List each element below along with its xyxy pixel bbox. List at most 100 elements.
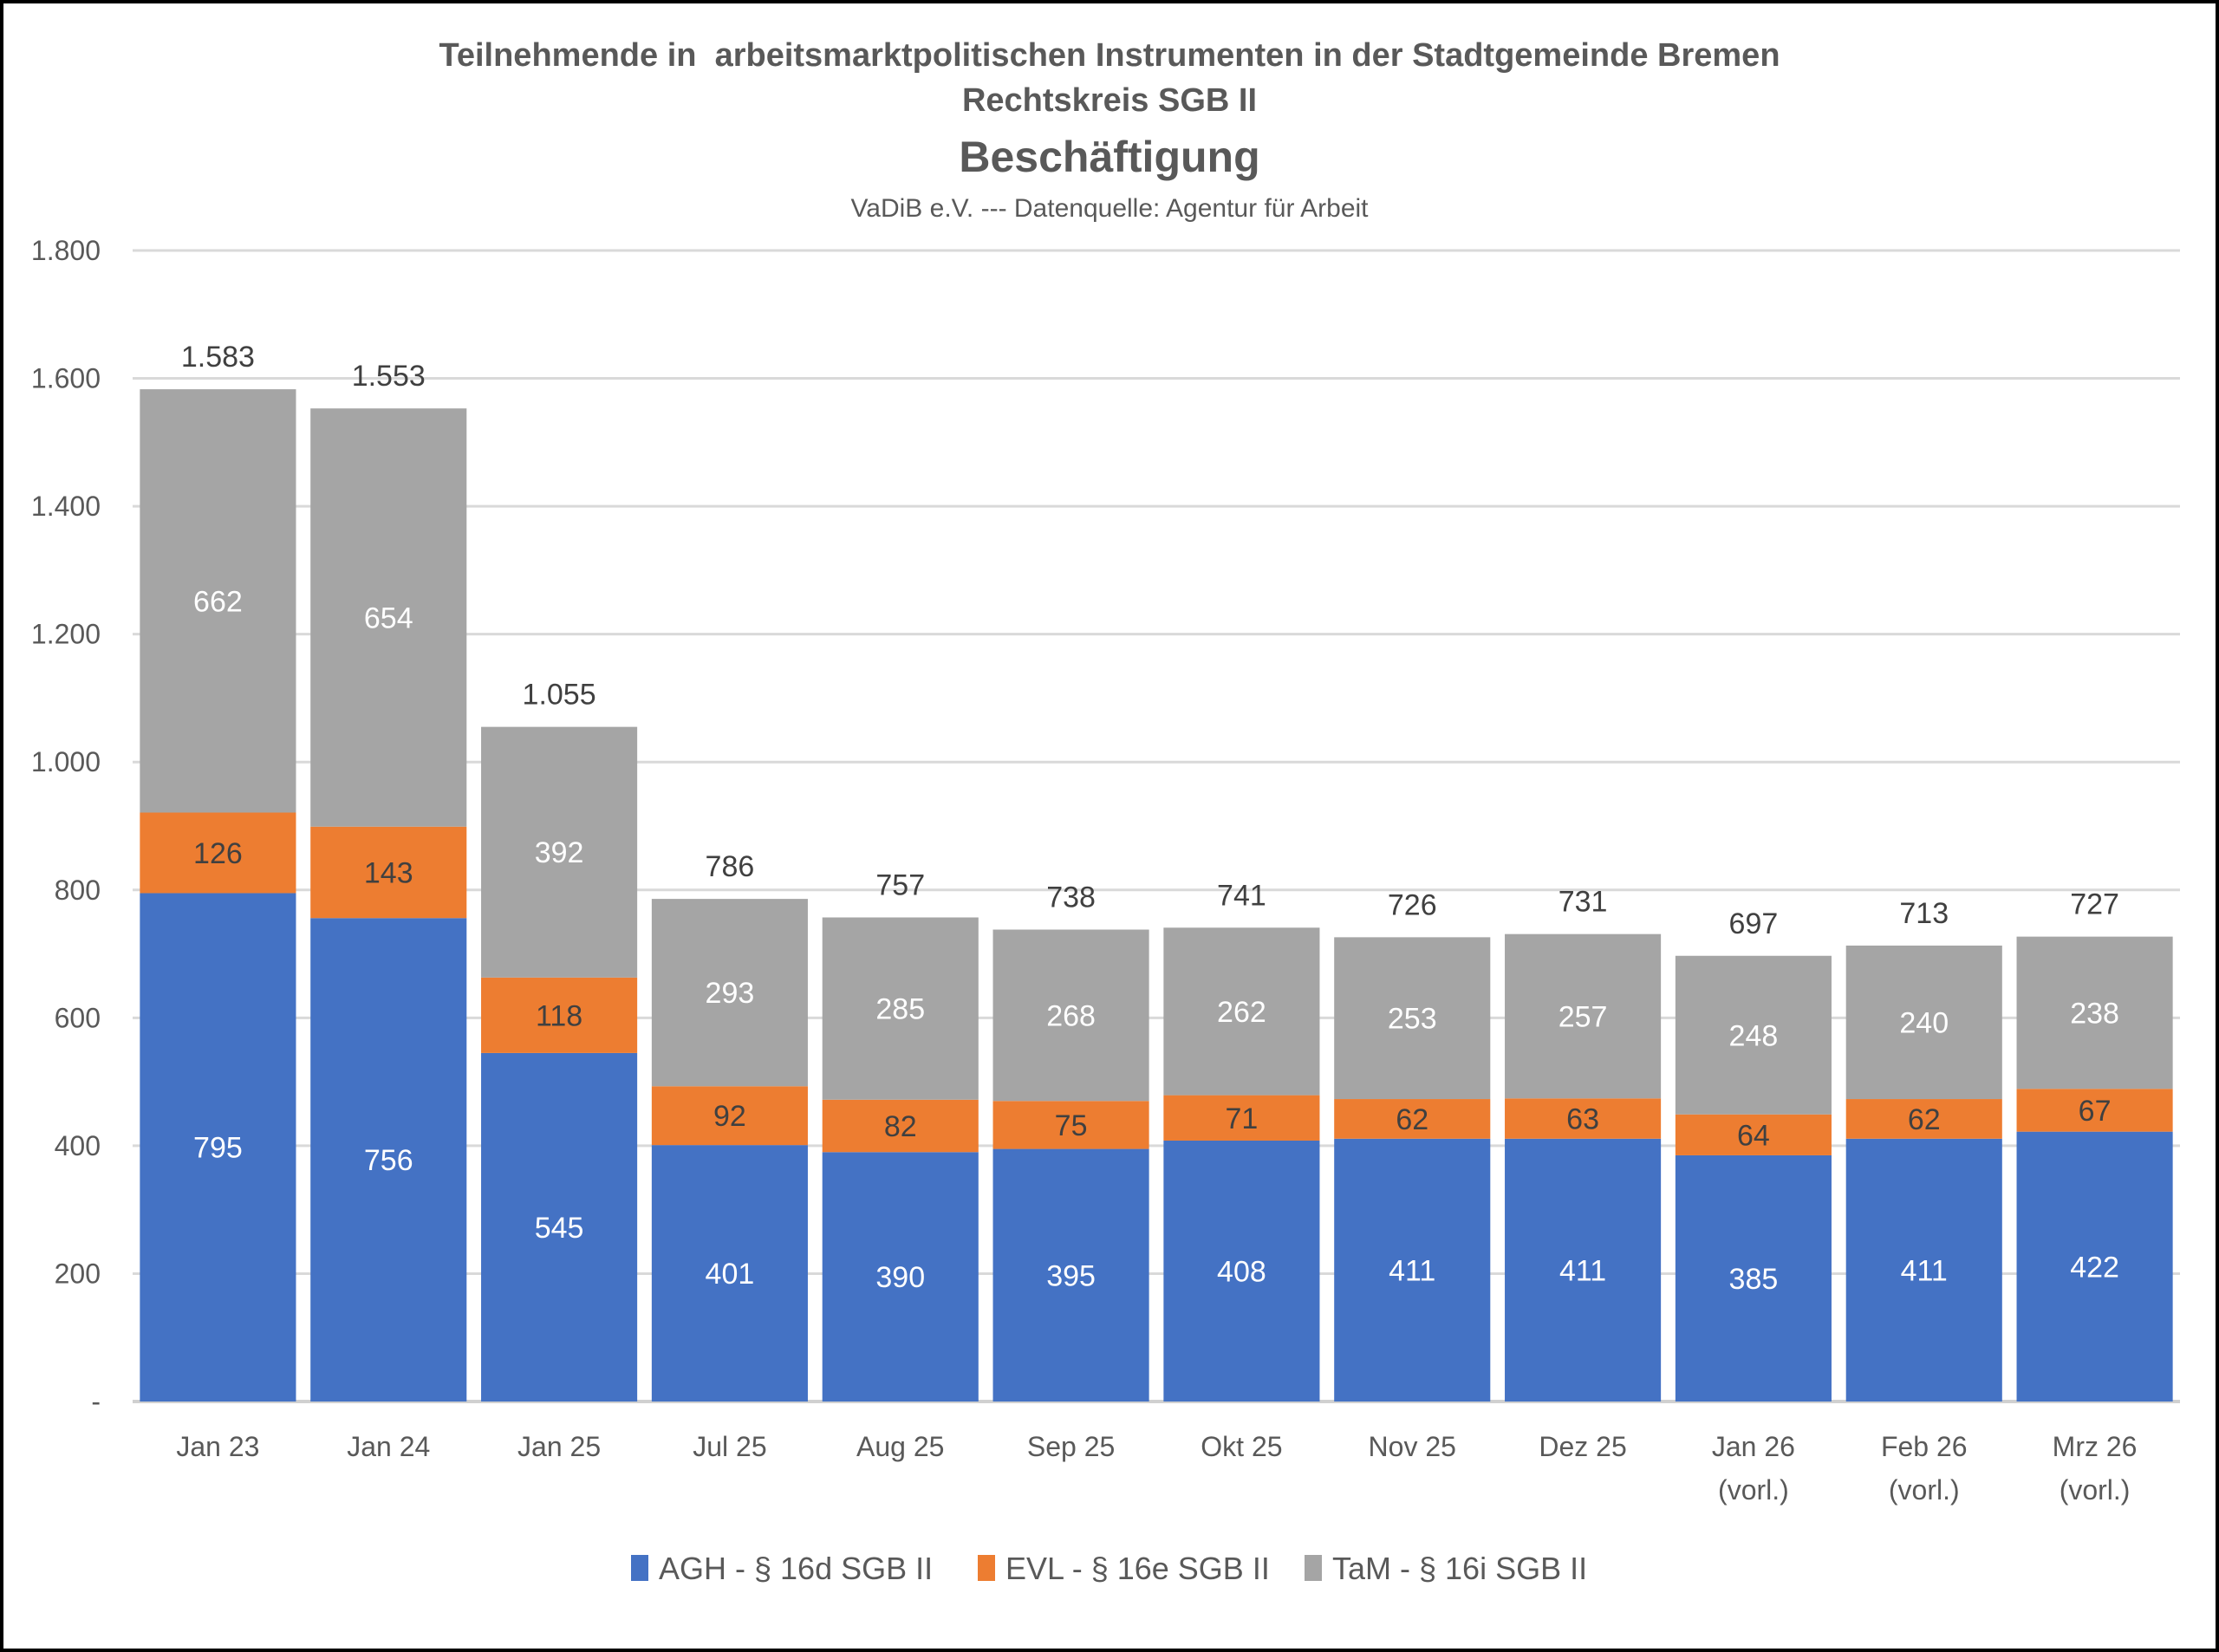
chart-subtitle-rechtskreis: Rechtskreis SGB II xyxy=(962,82,1257,119)
data-label: 62 xyxy=(1908,1103,1941,1136)
y-tick-label: 600 xyxy=(55,1002,101,1033)
total-label: 757 xyxy=(875,869,925,902)
data-label: 143 xyxy=(364,856,413,889)
total-label: 713 xyxy=(1899,897,1949,930)
data-label: 64 xyxy=(1737,1119,1770,1152)
x-tick-label: (vorl.) xyxy=(1718,1474,1789,1506)
total-label: 786 xyxy=(706,850,755,883)
y-tick-label: 1.600 xyxy=(31,363,101,394)
bar-segment-evl xyxy=(1334,1099,1491,1139)
chart-subtitle-main: Beschäftigung xyxy=(959,133,1259,181)
bar-segment-evl xyxy=(992,1101,1149,1149)
data-label: 262 xyxy=(1217,996,1266,1029)
bar-segment-agh xyxy=(1334,1138,1491,1402)
bar-segment-tam xyxy=(140,389,296,813)
bar-segment-agh xyxy=(822,1152,979,1402)
x-axis: Jan 23 Jan 24 Jan 25 Jul 25 Aug 25 Sep 25 Okt … xyxy=(176,1431,2137,1506)
y-axis: - 200 400 600 800 1.000 1.200 1.400 1.600 1.800 xyxy=(31,235,101,1417)
x-tick-label: Jan 25 xyxy=(517,1431,601,1462)
bar-segment-tam xyxy=(2016,936,2173,1089)
bar-segment-evl xyxy=(1505,1098,1662,1139)
x-tick-label: Sep 25 xyxy=(1027,1431,1115,1462)
chart-title: Teilnehmende in arbeitsmarktpolitischen … xyxy=(439,37,1780,74)
x-tick-label: Nov 25 xyxy=(1369,1431,1456,1462)
x-tick-label: Okt 25 xyxy=(1201,1431,1282,1462)
bar-segment-evl xyxy=(651,1086,808,1146)
bar-segment-agh xyxy=(1163,1140,1320,1402)
data-label: 408 xyxy=(1217,1255,1266,1288)
x-tick-label: Jan 26 xyxy=(1712,1431,1795,1462)
bar-segment-evl xyxy=(140,812,296,894)
y-tick-label: 1.000 xyxy=(31,746,101,777)
data-label: 92 xyxy=(713,1100,746,1133)
bar-segment-evl xyxy=(1675,1114,1832,1155)
bar-segment-agh xyxy=(992,1148,1149,1402)
data-label: 422 xyxy=(2070,1251,2119,1284)
bar-segment-tam xyxy=(822,917,979,1100)
y-tick-label: 1.800 xyxy=(31,235,101,266)
y-tick-label: 800 xyxy=(55,875,101,906)
y-tick-label: 400 xyxy=(55,1130,101,1161)
data-label: 385 xyxy=(1729,1263,1779,1296)
data-label: 285 xyxy=(875,993,925,1026)
data-label: 795 xyxy=(193,1132,243,1165)
legend-label: AGH - § 16d SGB II xyxy=(659,1551,933,1586)
bar-segment-agh xyxy=(2016,1131,2173,1402)
bar-segment-tam xyxy=(1675,955,1832,1115)
legend-label: EVL - § 16e SGB II xyxy=(1005,1551,1270,1586)
data-label: 240 xyxy=(1899,1006,1949,1039)
total-label: 741 xyxy=(1217,879,1266,912)
bar-segment-evl xyxy=(822,1099,979,1153)
x-tick-label: Dez 25 xyxy=(1539,1431,1626,1462)
bar-segment-tam xyxy=(1845,945,2002,1100)
bar-segment-tam xyxy=(1334,937,1491,1100)
legend-swatch-evl xyxy=(978,1555,995,1581)
data-label: 75 xyxy=(1055,1109,1088,1142)
data-label: 401 xyxy=(706,1258,755,1291)
data-label: 654 xyxy=(364,602,413,634)
legend: AGH - § 16d SGB II EVL - § 16e SGB II TaM … xyxy=(631,1551,1587,1586)
data-label: 395 xyxy=(1046,1259,1096,1292)
bar-segment-tam xyxy=(1163,927,1320,1096)
data-label: 756 xyxy=(364,1144,413,1177)
bar-segment-agh xyxy=(481,1052,638,1402)
total-label: 726 xyxy=(1388,888,1437,921)
x-tick-label: Mrz 26 xyxy=(2053,1431,2138,1462)
x-tick-label: Jul 25 xyxy=(693,1431,766,1462)
bar-segment-agh xyxy=(140,893,296,1402)
data-label: 545 xyxy=(535,1212,584,1245)
total-label: 727 xyxy=(2070,888,2119,921)
bar-segment-evl xyxy=(1163,1095,1320,1141)
data-label: 71 xyxy=(1226,1102,1259,1135)
total-label: 1.055 xyxy=(523,679,596,712)
data-label: 257 xyxy=(1559,1000,1608,1033)
data-label: 411 xyxy=(1559,1254,1606,1287)
data-label: 411 xyxy=(1901,1254,1948,1287)
x-tick-label: (vorl.) xyxy=(2060,1474,2131,1506)
data-label: 238 xyxy=(2070,997,2119,1030)
total-label: 697 xyxy=(1729,907,1779,940)
data-label: 293 xyxy=(706,977,755,1010)
bar-segment-agh xyxy=(651,1145,808,1402)
data-label: 411 xyxy=(1389,1254,1435,1287)
data-label: 63 xyxy=(1566,1103,1599,1136)
data-label: 392 xyxy=(535,836,584,869)
bar-segment-evl xyxy=(2016,1089,2173,1132)
bar-segment-agh xyxy=(1675,1154,1832,1402)
total-label: 731 xyxy=(1559,886,1608,919)
y-tick-label: - xyxy=(91,1386,101,1417)
data-label: 268 xyxy=(1046,999,1096,1032)
data-label: 248 xyxy=(1729,1019,1779,1052)
gridlines xyxy=(133,249,2180,1403)
legend-label: TaM - § 16i SGB II xyxy=(1332,1551,1587,1586)
bar-segment-tam xyxy=(651,899,808,1087)
total-label: 1.583 xyxy=(181,341,255,374)
data-label: 67 xyxy=(2079,1095,2112,1128)
x-tick-label: Jan 23 xyxy=(176,1431,259,1462)
chart-source: VaDiB e.V. --- Datenquelle: Agentur für … xyxy=(851,194,1370,223)
x-tick-label: (vorl.) xyxy=(1889,1474,1960,1506)
data-label: 253 xyxy=(1388,1003,1437,1036)
legend-swatch-agh xyxy=(631,1555,648,1581)
bar-segment-tam xyxy=(310,408,467,827)
